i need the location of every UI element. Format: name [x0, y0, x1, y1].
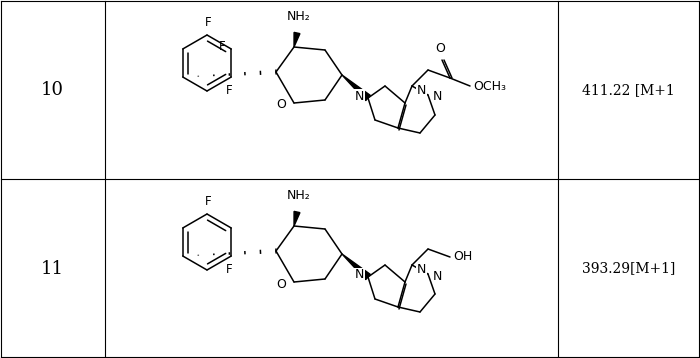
Text: 411.22 [M+1: 411.22 [M+1	[582, 83, 675, 97]
Text: 393.29[M+1]: 393.29[M+1]	[582, 261, 676, 276]
Text: F: F	[204, 195, 211, 208]
Text: N: N	[355, 90, 364, 102]
Text: N: N	[355, 268, 364, 281]
Text: F: F	[218, 40, 225, 53]
Text: N: N	[417, 84, 426, 97]
Text: F: F	[226, 263, 232, 276]
Text: O: O	[276, 98, 286, 111]
Text: NH₂: NH₂	[287, 189, 311, 202]
Polygon shape	[342, 254, 370, 280]
Text: 10: 10	[41, 81, 64, 99]
Text: NH₂: NH₂	[287, 10, 311, 23]
Polygon shape	[294, 211, 300, 226]
Text: N: N	[433, 91, 442, 103]
Text: OCH₃: OCH₃	[473, 79, 506, 92]
Text: N: N	[417, 263, 426, 276]
Text: F: F	[204, 16, 211, 29]
Polygon shape	[342, 75, 370, 101]
Text: 11: 11	[41, 260, 64, 277]
Text: OH: OH	[453, 251, 473, 263]
Polygon shape	[294, 32, 300, 47]
Text: F: F	[226, 84, 232, 97]
Text: N: N	[433, 270, 442, 282]
Text: O: O	[435, 42, 445, 55]
Text: O: O	[276, 277, 286, 290]
